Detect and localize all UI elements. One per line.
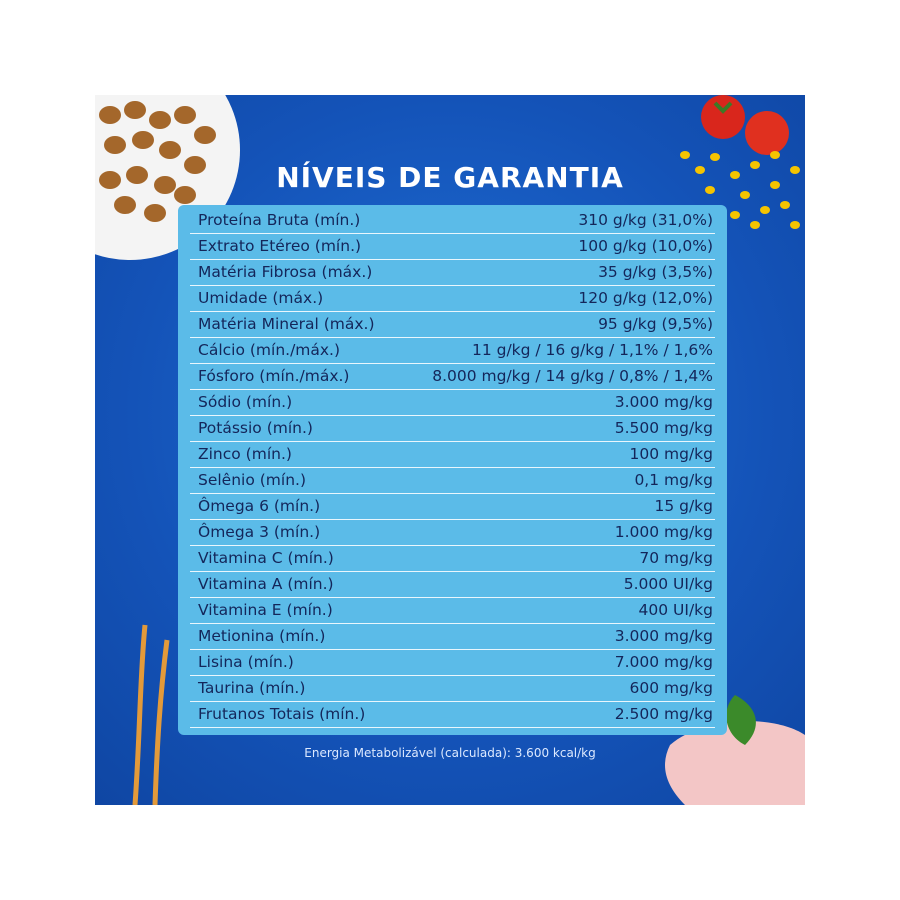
table-row: Lisina (mín.) 7.000 mg/kg <box>190 649 715 676</box>
footnote: Energia Metabolizável (calculada): 3.600… <box>304 746 596 760</box>
nutrient-value: 400 UI/kg <box>638 601 713 619</box>
nutrient-value: 3.000 mg/kg <box>614 393 713 411</box>
nutrient-name: Metionina (mín.) <box>198 627 326 645</box>
nutrient-name: Matéria Fibrosa (máx.) <box>198 263 373 281</box>
nutrient-value: 100 g/kg (10,0%) <box>578 237 713 255</box>
table-row: Umidade (máx.) 120 g/kg (12,0%) <box>190 285 715 312</box>
nutrient-value: 8.000 mg/kg / 14 g/kg / 0,8% / 1,4% <box>432 367 713 385</box>
table-row: Ômega 3 (mín.) 1.000 mg/kg <box>190 519 715 546</box>
table-row: Frutanos Totais (mín.) 2.500 mg/kg <box>190 701 715 728</box>
nutrient-name: Vitamina A (mín.) <box>198 575 334 593</box>
nutrient-name: Ômega 3 (mín.) <box>198 523 321 541</box>
nutrient-value: 310 g/kg (31,0%) <box>578 211 713 229</box>
table: Proteína Bruta (mín.) 310 g/kg (31,0%) Ext… <box>178 205 727 735</box>
leaf <box>726 695 756 745</box>
table-row: Cálcio (mín./máx.) 11 g/kg / 16 g/kg / 1,… <box>190 337 715 364</box>
fish <box>665 721 805 805</box>
nutrient-value: 3.000 mg/kg <box>614 627 713 645</box>
nutrient-value: 600 mg/kg <box>629 679 714 697</box>
nutrient-name: Zinco (mín.) <box>198 445 292 463</box>
kibble <box>99 101 216 222</box>
nutrient-name: Sódio (mín.) <box>198 393 293 411</box>
nutrient-value: 120 g/kg (12,0%) <box>578 289 713 307</box>
table-row: Sódio (mín.) 3.000 mg/kg <box>190 389 715 416</box>
nutrient-name: Lisina (mín.) <box>198 653 294 671</box>
table-row: Ômega 6 (mín.) 15 g/kg <box>190 493 715 520</box>
card: NÍVEIS DE GARANTIA Proteína Bruta (mín.)… <box>95 95 805 805</box>
wheat <box>132 624 170 805</box>
nutrient-name: Selênio (mín.) <box>198 471 307 489</box>
nutrient-name: Ômega 6 (mín.) <box>198 497 321 515</box>
nutrient-value: 5.500 mg/kg <box>614 419 713 437</box>
nutrient-name: Extrato Etéreo (mín.) <box>198 237 362 255</box>
nutrient-name: Proteína Bruta (mín.) <box>198 211 361 229</box>
title: NÍVEIS DE GARANTIA <box>276 161 624 194</box>
table-row: Fósforo (mín./máx.) 8.000 mg/kg / 14 g/kg… <box>190 363 715 390</box>
table-row: Selênio (mín.) 0,1 mg/kg <box>190 467 715 494</box>
nutrient-value: 70 mg/kg <box>639 549 713 567</box>
nutrient-name: Cálcio (mín./máx.) <box>198 341 341 359</box>
table-row: Taurina (mín.) 600 mg/kg <box>190 675 715 702</box>
table-row: Extrato Etéreo (mín.) 100 g/kg (10,0%) <box>190 233 715 260</box>
nutrient-name: Taurina (mín.) <box>198 679 306 697</box>
nutrient-value: 5.000 UI/kg <box>623 575 713 593</box>
tomatoes <box>701 95 789 155</box>
table-row: Matéria Fibrosa (máx.) 35 g/kg (3,5%) <box>190 259 715 286</box>
table-row: Vitamina C (mín.) 70 mg/kg <box>190 545 715 572</box>
nutrient-value: 95 g/kg (9,5%) <box>598 315 713 333</box>
table-row: Zinco (mín.) 100 mg/kg <box>190 441 715 468</box>
nutrient-value: 2.500 mg/kg <box>614 705 713 723</box>
nutrient-name: Potássio (mín.) <box>198 419 313 437</box>
nutrient-value: 100 mg/kg <box>629 445 714 463</box>
nutrient-value: 15 g/kg <box>654 497 713 515</box>
nutrient-name: Vitamina E (mín.) <box>198 601 333 619</box>
nutrient-name: Umidade (máx.) <box>198 289 324 307</box>
nutrient-value: 35 g/kg (3,5%) <box>598 263 713 281</box>
nutrient-name: Matéria Mineral (máx.) <box>198 315 375 333</box>
nutrient-value: 0,1 mg/kg <box>634 471 713 489</box>
table-row: Potássio (mín.) 5.500 mg/kg <box>190 415 715 442</box>
nutrient-value: 1.000 mg/kg <box>614 523 713 541</box>
nutrient-value: 7.000 mg/kg <box>614 653 713 671</box>
nutrient-name: Fósforo (mín./máx.) <box>198 367 350 385</box>
table-row: Metionina (mín.) 3.000 mg/kg <box>190 623 715 650</box>
table-row: Vitamina E (mín.) 400 UI/kg <box>190 597 715 624</box>
table-row: Vitamina A (mín.) 5.000 UI/kg <box>190 571 715 598</box>
table-row: Matéria Mineral (máx.) 95 g/kg (9,5%) <box>190 311 715 338</box>
nutrient-value: 11 g/kg / 16 g/kg / 1,1% / 1,6% <box>471 341 713 359</box>
nutrient-name: Vitamina C (mín.) <box>198 549 334 567</box>
nutrient-name: Frutanos Totais (mín.) <box>198 705 366 723</box>
corn <box>680 151 800 229</box>
decorations <box>95 95 805 805</box>
table-row: Proteína Bruta (mín.) 310 g/kg (31,0%) <box>190 207 715 234</box>
